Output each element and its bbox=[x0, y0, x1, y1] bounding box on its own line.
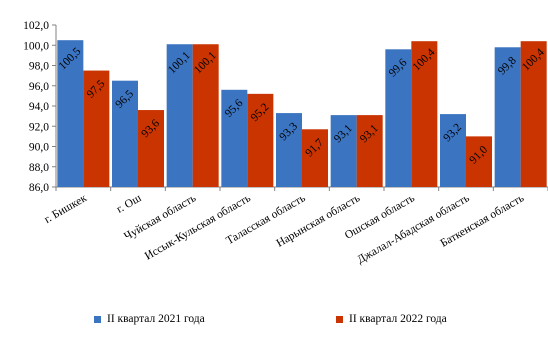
bar-2022 bbox=[247, 93, 274, 187]
bar-2022 bbox=[411, 41, 438, 188]
x-tick-label: г. Бишкек bbox=[42, 192, 89, 226]
bar-2021 bbox=[112, 80, 138, 187]
bar-2022 bbox=[138, 110, 164, 187]
legend-item-2021: II квартал 2021 года bbox=[94, 313, 205, 325]
bar-2022 bbox=[520, 41, 547, 188]
y-tick-label: 86,0 bbox=[29, 182, 49, 194]
bar-2021 bbox=[166, 44, 193, 187]
legend-label-2021: II квартал 2021 года bbox=[107, 313, 205, 325]
bar-2022 bbox=[83, 70, 110, 187]
legend: II квартал 2021 года II квартал 2022 год… bbox=[0, 313, 548, 333]
legend-item-2022: II квартал 2022 года bbox=[336, 313, 447, 325]
bar-2021 bbox=[440, 114, 466, 187]
bar-2021 bbox=[330, 115, 357, 187]
bar-2021 bbox=[276, 113, 302, 187]
y-tick-label: 102,0 bbox=[23, 20, 49, 32]
x-tick-label: г. Ош bbox=[115, 192, 144, 216]
y-tick-label: 88,0 bbox=[29, 162, 49, 174]
legend-swatch-2022 bbox=[336, 315, 343, 323]
bar-2021 bbox=[385, 49, 412, 187]
y-tick-label: 92,0 bbox=[29, 121, 49, 133]
y-tick-label: 100,0 bbox=[23, 40, 49, 52]
bar-2021 bbox=[494, 47, 521, 188]
y-tick-label: 98,0 bbox=[29, 61, 49, 73]
bar-2022 bbox=[192, 44, 219, 187]
y-tick-label: 94,0 bbox=[29, 101, 49, 113]
bar-2021 bbox=[221, 89, 248, 187]
bar-2022 bbox=[466, 136, 492, 187]
bar-2022 bbox=[356, 115, 383, 187]
y-tick-label: 90,0 bbox=[29, 142, 49, 154]
y-tick-label: 96,0 bbox=[29, 81, 49, 93]
bar-2022 bbox=[302, 129, 328, 187]
bar-2021 bbox=[57, 40, 84, 187]
legend-swatch-2021 bbox=[94, 315, 101, 323]
legend-label-2022: II квартал 2022 года bbox=[349, 313, 447, 325]
